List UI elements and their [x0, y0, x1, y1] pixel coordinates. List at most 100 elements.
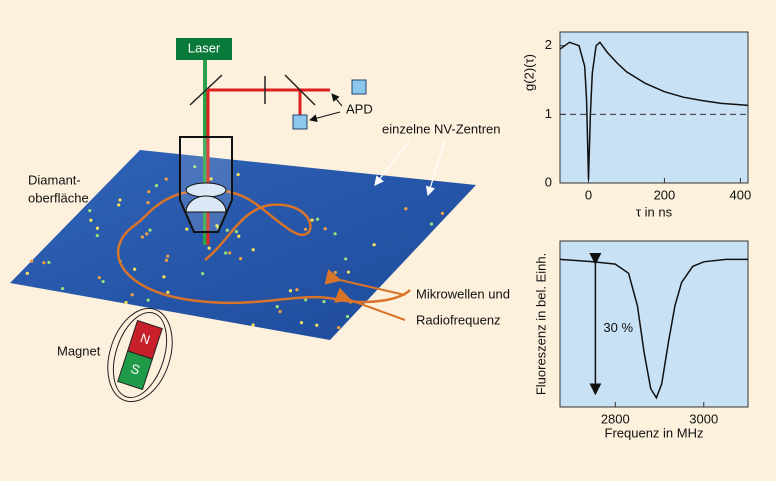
- nv-dot: [146, 201, 150, 205]
- dip-label: 30 %: [603, 320, 633, 335]
- nv-dot: [185, 227, 189, 231]
- nv-dot: [333, 270, 337, 275]
- nv-dot: [251, 323, 255, 327]
- mw-label: Mikrowellen und: [416, 286, 510, 301]
- nv-dot: [346, 270, 351, 274]
- nv-dot: [147, 190, 151, 194]
- nv-dot: [345, 314, 350, 319]
- nv-label: einzelne NV-Zentren: [382, 121, 501, 136]
- data-line: [559, 258, 748, 400]
- nv-dot: [224, 251, 228, 255]
- surface-label: Diamant-: [28, 172, 81, 187]
- apd-box: [292, 114, 308, 130]
- x-tick-label: 400: [730, 187, 752, 202]
- nv-dot: [95, 226, 100, 230]
- laser-label: Laser: [188, 40, 221, 55]
- nv-dot: [88, 209, 92, 213]
- nv-dot: [140, 235, 144, 239]
- nv-dot: [47, 260, 51, 265]
- nv-dot: [201, 272, 205, 276]
- mw-arrow: [324, 269, 406, 296]
- nv-dot: [162, 275, 166, 279]
- y-tick-label: 1: [545, 106, 552, 121]
- y-tick-label: 2: [545, 37, 552, 52]
- nv-dot: [118, 198, 122, 202]
- nv-dot: [89, 218, 93, 222]
- nv-dot: [95, 233, 99, 238]
- nv-dot: [333, 232, 337, 236]
- nv-dot: [25, 271, 29, 275]
- nv-dot: [97, 276, 101, 280]
- data-line: [559, 41, 749, 180]
- nv-dot: [130, 293, 134, 297]
- x-axis-label: Frequenz in MHz: [605, 425, 704, 440]
- x-tick-label: 200: [654, 187, 676, 202]
- nv-dot: [344, 257, 348, 261]
- x-tick-label: 2800: [601, 411, 630, 426]
- mirror: [189, 74, 223, 106]
- nv-dot: [404, 207, 408, 211]
- apd-label: APD: [346, 101, 373, 116]
- lens: [185, 195, 227, 213]
- nv-dot: [164, 177, 168, 181]
- nv-dot: [237, 234, 241, 238]
- nv-dot: [145, 232, 149, 236]
- nv-dot: [337, 325, 341, 330]
- nv-dot: [209, 177, 213, 181]
- nv-dot: [304, 298, 308, 302]
- microwave-loop: [116, 188, 411, 305]
- x-tick-label: 0: [585, 187, 592, 202]
- nv-dot: [251, 248, 255, 252]
- nv-dot: [239, 257, 243, 261]
- magnet: N S: [107, 307, 173, 403]
- nv-dot: [42, 261, 46, 265]
- magnet-n: N: [138, 330, 152, 347]
- nv-dot: [225, 228, 229, 232]
- nv-dot: [322, 300, 326, 304]
- magnet-label: Magnet: [57, 343, 101, 358]
- nv-dot: [315, 323, 319, 327]
- nv-dot: [278, 309, 282, 314]
- surface-label: oberfläche: [28, 190, 89, 205]
- lens: [185, 182, 227, 198]
- mw-arrow: [334, 287, 406, 321]
- mw-label: Radiofrequenz: [416, 312, 501, 327]
- nv-dot: [236, 172, 240, 177]
- apd-arrow: [309, 111, 341, 123]
- nv-dot: [60, 286, 65, 291]
- nv-dot: [228, 251, 232, 255]
- setup-diagram: Laser APD einzelne NV-Zentren Diamant- o…: [10, 38, 510, 403]
- nv-dot: [215, 224, 219, 228]
- nv-dot: [303, 227, 308, 231]
- nv-dot: [148, 228, 152, 232]
- nv-arrow: [374, 139, 411, 186]
- nv-dot: [288, 289, 293, 293]
- y-tick-label: 0: [545, 174, 552, 189]
- x-axis-label: τ in ns: [636, 204, 673, 219]
- laser-box: [176, 38, 232, 60]
- nv-dot: [299, 321, 304, 325]
- nv-dot: [310, 218, 314, 222]
- nv-dot: [440, 211, 445, 215]
- nv-dot: [295, 288, 299, 292]
- nv-dot: [207, 246, 211, 250]
- plot-area: [559, 240, 749, 408]
- nv-dot: [429, 222, 434, 226]
- apd-arrow: [331, 93, 343, 107]
- nv-dot: [30, 259, 34, 263]
- diamond-surface: [10, 150, 476, 340]
- apd-box: [351, 79, 367, 95]
- beamsplitter: [284, 74, 316, 106]
- nv-dot: [133, 267, 137, 271]
- nv-dot: [234, 230, 239, 234]
- nv-dot: [164, 258, 169, 262]
- nv-dot: [372, 243, 376, 247]
- nv-dot: [193, 165, 197, 169]
- nv-dot: [166, 254, 170, 258]
- nv-dot: [117, 203, 121, 207]
- nv-dot: [154, 184, 159, 188]
- nv-dot: [166, 290, 170, 294]
- nv-dot: [124, 300, 128, 305]
- nv-dot: [101, 279, 105, 284]
